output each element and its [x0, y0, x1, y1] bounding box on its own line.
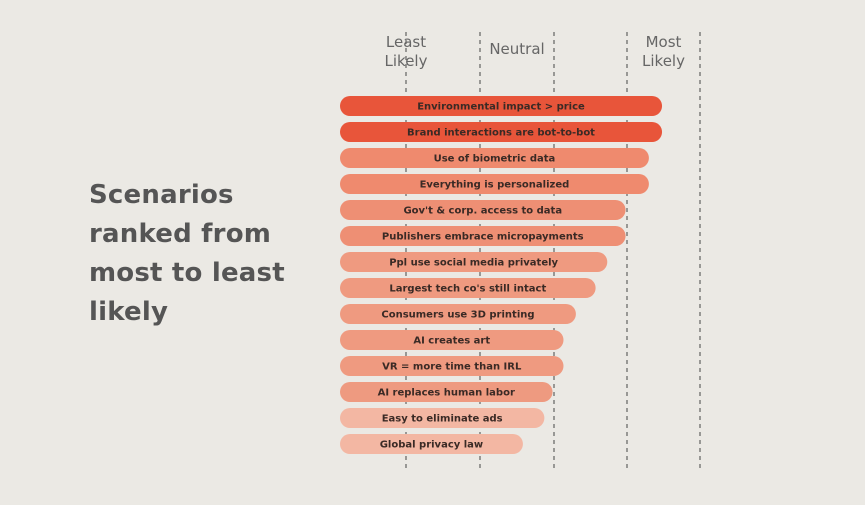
- scenario-bar: [340, 200, 626, 220]
- scenario-label: Environmental impact > price: [417, 102, 585, 113]
- scenario-bar: [340, 330, 564, 350]
- scenario-bar: [340, 304, 576, 324]
- scenario-label: Ppl use social media privately: [389, 258, 558, 269]
- scenario-label: Brand interactions are bot-to-bot: [407, 128, 595, 139]
- scenario-label: Consumers use 3D printing: [381, 310, 534, 321]
- scenario-bar: [340, 434, 523, 454]
- scenario-bar: [340, 408, 545, 428]
- scenario-label: AI replaces human labor: [378, 388, 515, 399]
- scenario-label: Gov't & corp. access to data: [403, 206, 562, 217]
- scale-label: Neutral: [489, 40, 544, 58]
- scenario-bar: [340, 226, 626, 246]
- scenario-label: VR = more time than IRL: [382, 362, 522, 373]
- scenario-label: Global privacy law: [380, 440, 483, 451]
- scale-label: Likely: [385, 52, 428, 70]
- scenario-label: AI creates art: [413, 336, 490, 347]
- scale-label: Likely: [642, 52, 685, 70]
- scenario-bar: [340, 356, 564, 376]
- scenario-label: Use of biometric data: [434, 154, 556, 165]
- scenario-label: Largest tech co's still intact: [389, 284, 546, 295]
- title-line: ranked from: [89, 219, 272, 249]
- scenario-bar: [340, 382, 553, 402]
- title-line: Scenarios: [89, 180, 234, 210]
- title-line: most to least: [89, 258, 285, 288]
- scale-label: Least: [386, 33, 426, 51]
- scenario-bar: [340, 252, 608, 272]
- scenario-label: Publishers embrace micropayments: [382, 232, 584, 243]
- scenario-label: Everything is personalized: [420, 180, 570, 191]
- scenario-bar: [340, 96, 663, 116]
- scenario-bar: [340, 174, 649, 194]
- scale-label: Most: [646, 33, 682, 51]
- scenario-label: Easy to eliminate ads: [382, 414, 503, 425]
- scenario-bar: [340, 148, 649, 168]
- title-line: likely: [89, 297, 169, 327]
- scenario-bar: [340, 122, 663, 142]
- scenario-bar: [340, 278, 596, 298]
- chart-title: Scenarios ranked from most to least like…: [89, 176, 309, 332]
